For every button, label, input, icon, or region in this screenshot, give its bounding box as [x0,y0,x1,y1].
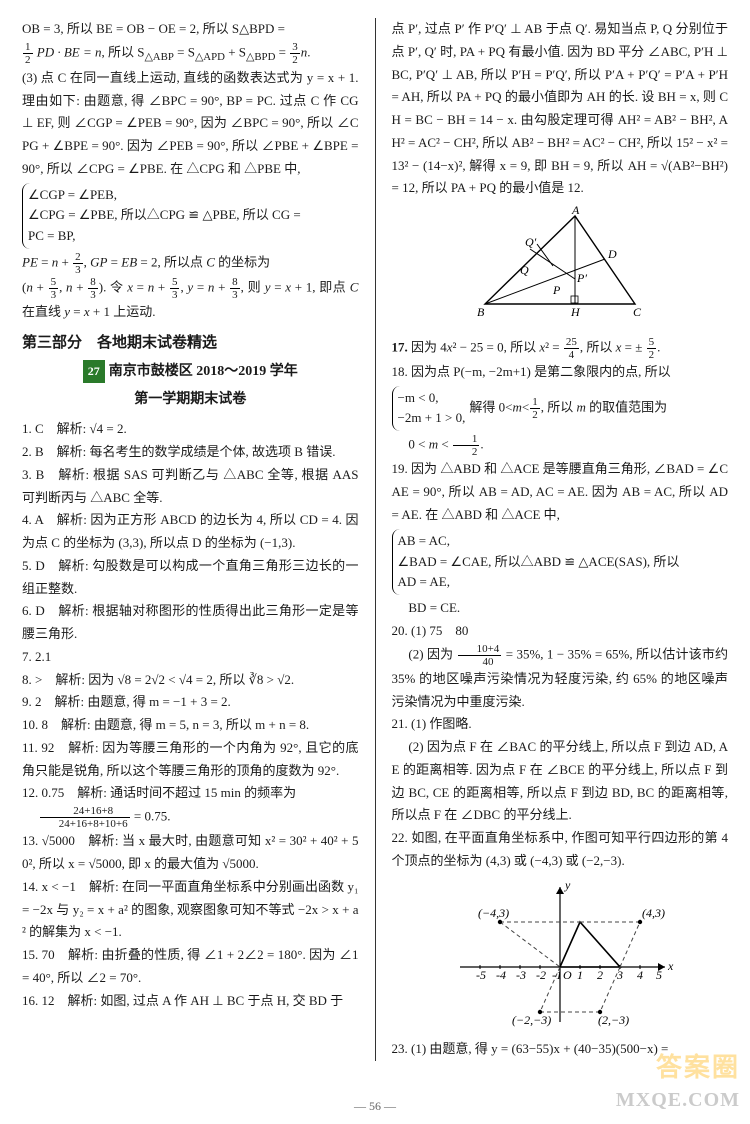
q4: 4. A 解析: 因为正方形 ABCD 的边长为 4, 所以 CD = 4. 因… [22,509,359,555]
left-column: OB = 3, 所以 BE = OB − OE = 2, 所以 S△BPD = … [22,18,359,1061]
q21a: 21. (1) 作图略. [392,713,729,736]
brace1-l1: ∠CGP = ∠PEB, [28,185,301,206]
svg-text:-5: -5 [476,968,486,982]
exam-badge: 27 [83,360,105,383]
q5: 5. D 解析: 勾股数是可以构成一个直角三角形三边长的一组正整数. [22,555,359,601]
brace2-l2: −2m + 1 > 0, [398,408,466,429]
figure-triangle: A B C D H P′ Q′ P Q [392,204,729,332]
brace2-l1: −m < 0, [398,388,466,409]
q17: 17. 因为 4x² − 25 = 0, 所以 x² = 254, 所以 x =… [392,336,729,361]
q22: 22. 如图, 在平面直角坐标系中, 作图可知平行四边形的第 4 个顶点的坐标为… [392,827,729,873]
left-p1b: 12 PD · BE = n, 所以 S△ABP = S△APD + S△BPD… [22,41,359,67]
q12a: 12. 0.75 解析: 通话时间不超过 15 min 的频率为 [22,782,359,805]
svg-text:D: D [607,247,617,261]
q14: 14. x < −1 解析: 在同一平面直角坐标系中分别画出函数 y₁ = −2… [22,876,359,944]
brace-1: ∠CGP = ∠PEB, ∠CPG = ∠PBE, 所以△CPG ≌ △PBE,… [22,183,301,249]
svg-text:-4: -4 [496,968,506,982]
q18c: 0 < m < 12. [392,433,729,458]
svg-text:A: A [571,204,580,217]
left-p1: OB = 3, 所以 BE = OB − OE = 2, 所以 S△BPD = [22,18,359,41]
q19b: BD = CE. [392,597,729,620]
svg-text:2: 2 [597,968,603,982]
q12b: 24+16+824+16+8+10+6 = 0.75. [22,805,359,830]
brace3-l3: AD = AE, [398,572,680,593]
q16: 16. 12 解析: 如图, 过点 A 作 AH ⊥ BC 于点 H, 交 BD… [22,990,359,1013]
svg-text:(4,3): (4,3) [642,906,665,920]
svg-text:x: x [667,959,674,973]
q18b-inline: 解得 0<m<12, 所以 m 的取值范围为 [469,396,667,421]
svg-text:-2: -2 [536,968,546,982]
q9: 9. 2 解析: 由题意, 得 m = −1 + 3 = 2. [22,691,359,714]
watermark-small: MXQE.COM [616,1089,740,1112]
exam-title: 27 南京市鼓楼区 2018～2019 学年 [22,360,359,385]
text: OB = 3, 所以 BE = OB − OE = 2, 所以 S△BPD = [22,21,285,36]
left-p2c: (n + 53, n + 83). 令 x = n + 53, y = n + … [22,276,359,324]
svg-text:P′: P′ [576,271,587,285]
q11: 11. 92 解析: 因为等腰三角形的一个内角为 92°, 且它的底角只能是锐角… [22,737,359,783]
svg-text:B: B [477,305,485,319]
left-p2b: PE = n + 23, GP = EB = 2, 所以点 C 的坐标为 [22,251,359,276]
q20b: (2) 因为 10+440 = 35%, 1 − 35% = 65%, 所以估计… [392,643,729,714]
coord-svg: x y -5 -4 -3 -2 -1O 123 45 [440,877,680,1027]
section-title: 第三部分 各地期末试卷精选 [22,330,359,356]
q18-brace-row: −m < 0, −2m + 1 > 0, 解得 0<m<12, 所以 m 的取值… [392,384,729,434]
right-p1: 点 P′, 过点 P′ 作 P′Q′ ⊥ AB 于点 Q′. 易知当点 P, Q… [392,18,729,200]
figure-coord: x y -5 -4 -3 -2 -1O 123 45 [392,877,729,1035]
svg-text:(−4,3): (−4,3) [478,906,509,920]
svg-text:1: 1 [577,968,583,982]
q20a: 20. (1) 75 80 [392,620,729,643]
svg-text:P: P [552,283,561,297]
triangle-svg: A B C D H P′ Q′ P Q [465,204,655,324]
q13: 13. √5000 解析: 当 x 最大时, 由题意可知 x² = 30² + … [22,830,359,876]
svg-text:(2,−3): (2,−3) [598,1013,629,1027]
exam-subtitle: 第一学期期末试卷 [22,388,359,413]
q19a: 19. 因为 △ABD 和 △ACE 是等腰直角三角形, ∠BAD = ∠CAE… [392,458,729,526]
left-p2a: (3) 点 C 在同一直线上运动, 直线的函数表达式为 y = x + 1. 理… [22,67,359,181]
exam-title-text: 南京市鼓楼区 2018～2019 学年 [109,364,298,379]
page: OB = 3, 所以 BE = OB − OE = 2, 所以 S△BPD = … [0,0,750,1091]
svg-text:5: 5 [656,968,662,982]
brace3-l1: AB = AC, [398,531,680,552]
q21b: (2) 因为点 F 在 ∠BAC 的平分线上, 所以点 F 到边 AD, AE … [392,736,729,827]
q10: 10. 8 解析: 由题意, 得 m = 5, n = 3, 所以 m + n … [22,714,359,737]
column-rule [375,18,376,1061]
svg-text:C: C [633,305,642,319]
q1: 1. C 解析: √4 = 2. [22,418,359,441]
svg-text:-1: -1 [552,968,562,982]
svg-text:3: 3 [616,968,623,982]
q6: 6. D 解析: 根据轴对称图形的性质得出此三角形一定是等腰三角形. [22,600,359,646]
q2: 2. B 解析: 每名考生的数学成绩是个体, 故选项 B 错误. [22,441,359,464]
right-column: 点 P′, 过点 P′ 作 P′Q′ ⊥ AB 于点 Q′. 易知当点 P, Q… [392,18,729,1061]
brace-2: −m < 0, −2m + 1 > 0, [392,386,466,432]
brace-3: AB = AC, ∠BAD = ∠CAE, 所以△ABD ≌ △ACE(SAS)… [392,529,680,595]
q18a: 18. 因为点 P(−m, −2m+1) 是第二象限内的点, 所以 [392,361,729,384]
svg-text:y: y [564,878,571,892]
svg-text:H: H [570,305,581,319]
svg-text:(−2,−3): (−2,−3) [512,1013,551,1027]
svg-text:4: 4 [637,968,643,982]
q15: 15. 70 解析: 由折叠的性质, 得 ∠1 + 2∠2 = 180°. 因为… [22,944,359,990]
svg-text:O: O [563,968,572,982]
brace1-l3: PC = BP, [28,226,301,247]
svg-text:-3: -3 [516,968,526,982]
brace3-l2: ∠BAD = ∠CAE, 所以△ABD ≌ △ACE(SAS), 所以 [398,552,680,573]
brace1-l2: ∠CPG = ∠PBE, 所以△CPG ≌ △PBE, 所以 CG = [28,205,301,226]
svg-text:Q: Q [520,263,529,277]
q8: 8. > 解析: 因为 √8 = 2√2 < √4 = 2, 所以 ∛8 > √… [22,669,359,692]
svg-text:Q′: Q′ [525,235,537,249]
q7: 7. 2.1 [22,646,359,669]
watermark-big: 答案圈 [656,1047,740,1084]
q3: 3. B 解析: 根据 SAS 可判断乙与 △ABC 全等, 根据 AAS 可判… [22,464,359,510]
